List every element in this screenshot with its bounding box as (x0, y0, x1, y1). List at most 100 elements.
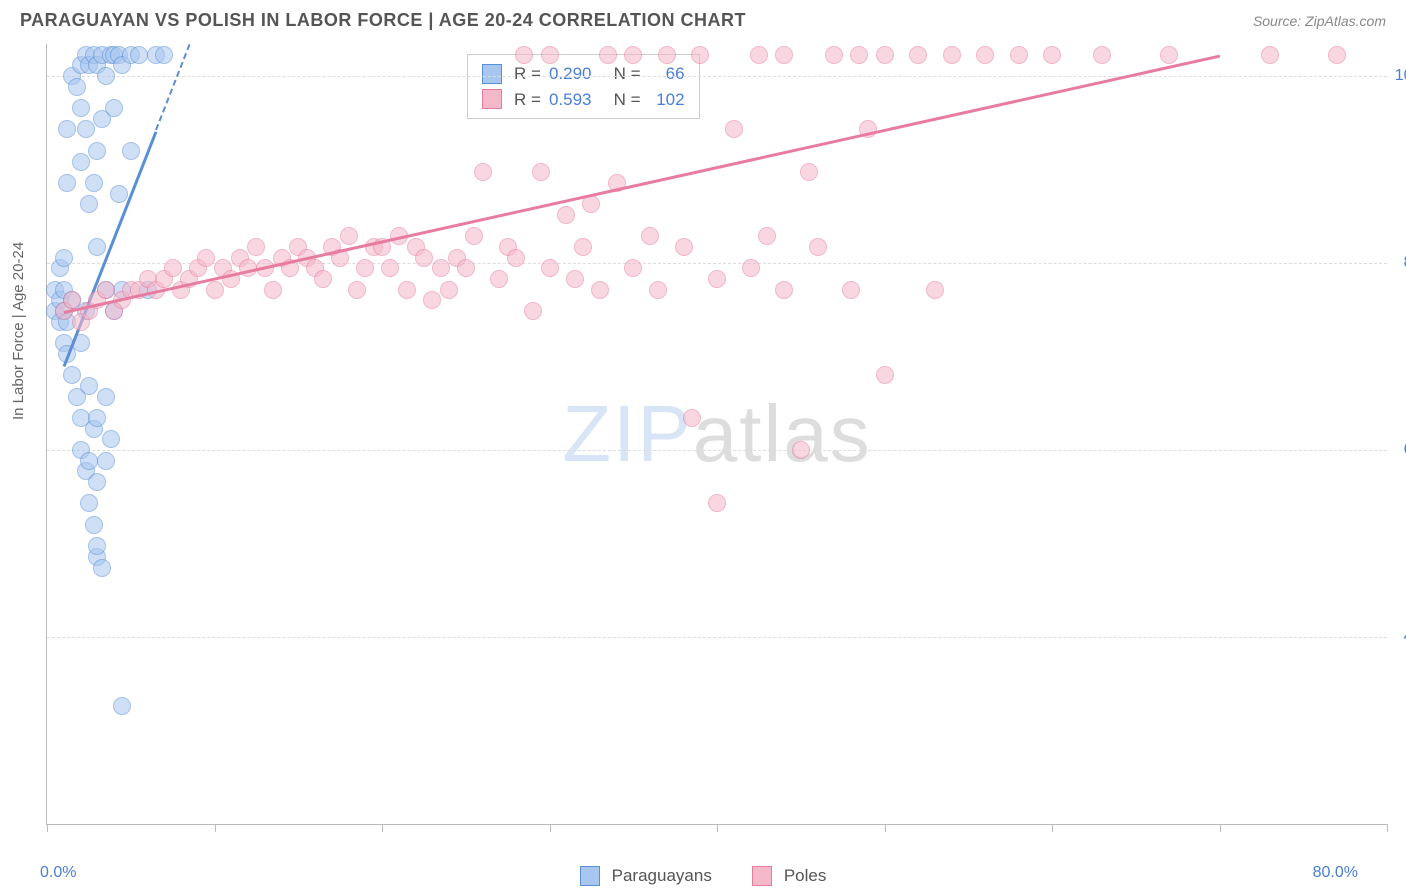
scatter-point (1010, 46, 1028, 64)
scatter-point (599, 46, 617, 64)
scatter-point (58, 120, 76, 138)
scatter-point (465, 227, 483, 245)
scatter-point (68, 78, 86, 96)
scatter-point (876, 46, 894, 64)
scatter-point (80, 452, 98, 470)
scatter-point (206, 281, 224, 299)
legend-swatch (482, 64, 502, 84)
scatter-point (624, 259, 642, 277)
scatter-point (247, 238, 265, 256)
scatter-point (557, 206, 575, 224)
y-tick-label: 65.0% (1394, 441, 1406, 459)
scatter-point (130, 46, 148, 64)
scatter-point (1093, 46, 1111, 64)
scatter-point (876, 366, 894, 384)
scatter-point (649, 281, 667, 299)
scatter-point (976, 46, 994, 64)
scatter-point (457, 259, 475, 277)
scatter-point (80, 377, 98, 395)
scatter-point (524, 302, 542, 320)
legend-swatch (752, 866, 772, 886)
x-tick-mark (1220, 824, 1221, 832)
scatter-point (93, 559, 111, 577)
scatter-point (532, 163, 550, 181)
stats-legend-box: R =0.290 N =66R =0.593 N =102 (467, 54, 700, 119)
scatter-point (88, 537, 106, 555)
scatter-point (102, 430, 120, 448)
x-tick-mark (885, 824, 886, 832)
y-tick-label: 82.5% (1394, 254, 1406, 272)
scatter-point (825, 46, 843, 64)
legend-item: Paraguayans (580, 866, 712, 886)
scatter-point (725, 120, 743, 138)
legend-label: Paraguayans (612, 866, 712, 886)
scatter-point (88, 409, 106, 427)
scatter-point (164, 259, 182, 277)
y-tick-label: 100.0% (1394, 67, 1406, 85)
stats-row: R =0.290 N =66 (482, 61, 685, 87)
stat-r-value: 0.290 (549, 61, 601, 87)
scatter-point (566, 270, 584, 288)
source-label: Source: ZipAtlas.com (1253, 13, 1386, 29)
x-tick-mark (550, 824, 551, 832)
scatter-point (113, 697, 131, 715)
scatter-point (1261, 46, 1279, 64)
legend-swatch (580, 866, 600, 886)
scatter-point (943, 46, 961, 64)
scatter-point (197, 249, 215, 267)
scatter-point (348, 281, 366, 299)
scatter-point (381, 259, 399, 277)
scatter-point (800, 163, 818, 181)
x-tick-mark (215, 824, 216, 832)
scatter-point (88, 473, 106, 491)
scatter-point (792, 441, 810, 459)
scatter-point (80, 494, 98, 512)
legend-item: Poles (752, 866, 827, 886)
scatter-point (809, 238, 827, 256)
scatter-point (541, 259, 559, 277)
scatter-point (490, 270, 508, 288)
bottom-legend: Paraguayans Poles (0, 866, 1406, 886)
scatter-point (775, 46, 793, 64)
stat-n-value: 66 (649, 61, 685, 87)
stat-label: R = (514, 61, 541, 87)
scatter-point (264, 281, 282, 299)
scatter-point (88, 238, 106, 256)
scatter-point (97, 281, 115, 299)
scatter-point (85, 174, 103, 192)
scatter-point (515, 46, 533, 64)
scatter-point (356, 259, 374, 277)
scatter-point (398, 281, 416, 299)
gridline (47, 637, 1387, 638)
scatter-point (58, 174, 76, 192)
scatter-point (105, 99, 123, 117)
x-tick-mark (1387, 824, 1388, 832)
scatter-point (155, 46, 173, 64)
scatter-point (708, 270, 726, 288)
scatter-point (440, 281, 458, 299)
scatter-point (641, 227, 659, 245)
scatter-point (742, 259, 760, 277)
gridline (47, 76, 1387, 77)
scatter-point (55, 249, 73, 267)
x-tick-mark (717, 824, 718, 832)
chart-plot-area: ZIPatlas R =0.290 N =66R =0.593 N =102 4… (46, 44, 1387, 825)
scatter-point (926, 281, 944, 299)
scatter-point (541, 46, 559, 64)
scatter-point (909, 46, 927, 64)
scatter-point (658, 46, 676, 64)
y-axis-label: In Labor Force | Age 20-24 (10, 242, 27, 420)
watermark-zip: ZIP (562, 389, 692, 478)
scatter-point (423, 291, 441, 309)
scatter-point (340, 227, 358, 245)
watermark-atlas: atlas (693, 389, 872, 478)
scatter-point (415, 249, 433, 267)
stat-label: R = (514, 87, 541, 113)
scatter-point (97, 67, 115, 85)
legend-label: Poles (784, 866, 827, 886)
scatter-point (432, 259, 450, 277)
stat-n-value: 102 (649, 87, 685, 113)
scatter-point (314, 270, 332, 288)
scatter-point (80, 195, 98, 213)
scatter-point (574, 238, 592, 256)
